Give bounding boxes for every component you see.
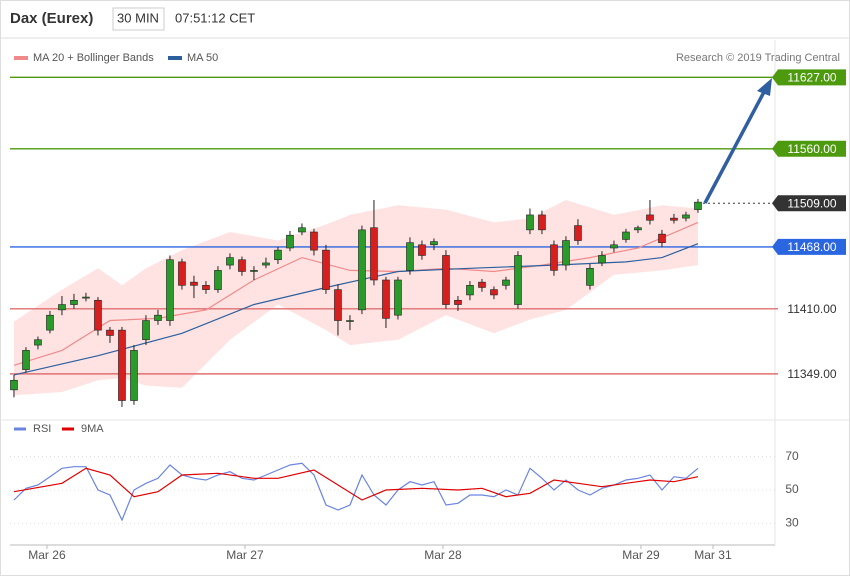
candle-body xyxy=(130,350,138,401)
candle-body xyxy=(538,214,546,231)
candle-body xyxy=(526,214,534,231)
candle-body xyxy=(190,281,198,286)
level-label: 11468.00 xyxy=(787,240,836,254)
candle-body xyxy=(622,231,630,240)
candle-body xyxy=(166,259,174,321)
legend-label: 9MA xyxy=(81,423,104,435)
level-label: 11349.00 xyxy=(787,367,836,381)
candle-body xyxy=(106,329,114,336)
level-label: 11560.00 xyxy=(787,142,836,156)
candle-body xyxy=(238,259,246,272)
candle-body xyxy=(118,329,126,401)
level-box xyxy=(772,238,846,255)
y-tick-label: 70 xyxy=(785,449,799,463)
candle-body xyxy=(646,214,654,221)
candle-body xyxy=(406,242,414,271)
candle-body xyxy=(442,255,450,305)
candle-body xyxy=(202,285,210,290)
bollinger-band xyxy=(14,200,698,396)
level-box xyxy=(772,69,846,86)
candle-body xyxy=(514,255,522,305)
projection-arrow xyxy=(703,91,766,204)
candle-body xyxy=(298,227,306,233)
source: Research © 2019 Trading Central xyxy=(676,52,840,64)
candle-body xyxy=(478,281,486,288)
candle-body xyxy=(142,320,150,341)
candle-body xyxy=(586,267,594,286)
level-box xyxy=(772,140,846,157)
candle-body xyxy=(382,279,390,319)
candle-body xyxy=(250,270,258,272)
candle-body xyxy=(610,244,618,249)
candle-body xyxy=(82,296,90,299)
interval-box xyxy=(112,7,165,31)
level-label: 11509.00 xyxy=(787,196,836,210)
candle-body xyxy=(34,339,42,346)
line-series xyxy=(13,221,699,366)
candle-body xyxy=(370,227,378,281)
x-tick-label: Mar 28 xyxy=(424,548,462,562)
candle-body xyxy=(694,201,702,210)
line-series xyxy=(13,467,699,501)
candle-body xyxy=(334,289,342,321)
line-series xyxy=(13,243,699,376)
interval: 30 MIN xyxy=(117,10,159,25)
candle-body xyxy=(490,289,498,296)
candle-body xyxy=(94,299,102,331)
candle-body xyxy=(322,249,330,290)
candle-body xyxy=(46,314,54,331)
candle-body xyxy=(502,279,510,286)
candle-body xyxy=(214,270,222,290)
x-tick-label: Mar 31 xyxy=(694,548,732,562)
candle-body xyxy=(670,217,678,221)
candle-body xyxy=(574,225,582,241)
level-label: 11410.00 xyxy=(787,302,836,316)
candle-body xyxy=(58,304,66,311)
candle-body xyxy=(454,299,462,305)
candle-body xyxy=(658,233,666,243)
candle-body xyxy=(682,214,690,219)
candle-body xyxy=(358,229,366,311)
legend-label: MA 50 xyxy=(187,52,218,64)
x-tick-label: Mar 27 xyxy=(226,548,264,562)
candle-body xyxy=(226,257,234,266)
chart-title: Dax (Eurex) xyxy=(10,10,93,27)
line-series xyxy=(13,462,699,522)
y-tick-label: 30 xyxy=(785,516,799,530)
level-label: 11627.00 xyxy=(787,71,836,85)
candle-body xyxy=(562,240,570,266)
candle-body xyxy=(550,244,558,271)
candle-body xyxy=(634,227,642,231)
legend-label: MA 20 + Bollinger Bands xyxy=(33,52,154,64)
candle-body xyxy=(346,320,354,322)
candle-body xyxy=(286,234,294,249)
candle-body xyxy=(274,249,282,261)
candle-body xyxy=(22,350,30,370)
time: 07:51:12 CET xyxy=(175,10,255,25)
candle-body xyxy=(154,314,162,321)
level-box xyxy=(772,195,846,212)
candle-body xyxy=(418,244,426,256)
candle-body xyxy=(70,299,78,305)
candle-body xyxy=(466,285,474,296)
candle-body xyxy=(598,255,606,264)
candle-body xyxy=(430,241,438,246)
y-tick-label: 50 xyxy=(785,482,799,496)
x-tick-label: Mar 29 xyxy=(622,548,660,562)
x-tick-label: Mar 26 xyxy=(28,548,66,562)
candle-body xyxy=(10,379,18,391)
candle-body xyxy=(262,262,270,266)
candle-body xyxy=(310,231,318,251)
candle-body xyxy=(178,261,186,286)
legend-label: RSI xyxy=(33,423,51,435)
arrow-head xyxy=(757,78,772,96)
candle-body xyxy=(394,279,402,316)
